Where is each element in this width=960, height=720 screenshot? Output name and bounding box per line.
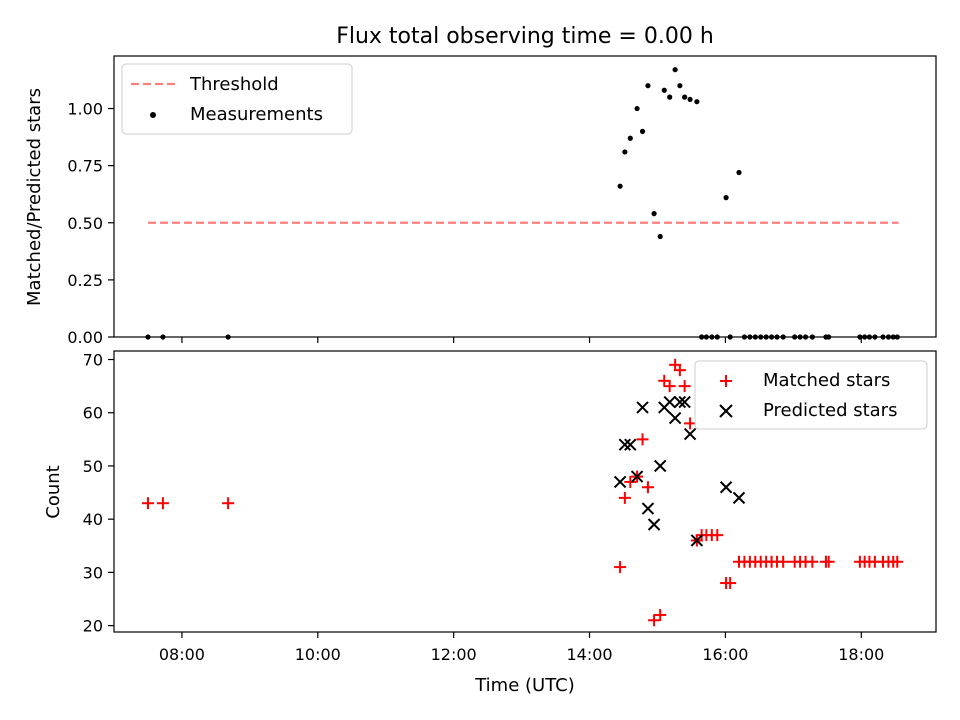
- top-y-tick-label: 0.75: [67, 157, 103, 176]
- measurement-point: [736, 169, 742, 176]
- predicted-stars-point: [624, 438, 637, 451]
- measurement-point: [694, 99, 700, 105]
- bottom-axes-frame: [113, 350, 937, 633]
- bottom-panel-marks: [141, 358, 904, 627]
- predicted-stars-point: [663, 395, 676, 409]
- measurement-point: [627, 135, 633, 141]
- predicted-stars-point: [618, 438, 632, 451]
- x-axis-label: Time (UTC): [474, 675, 575, 696]
- matched-stars-point: [654, 608, 667, 621]
- bottom-y-axis-label: Count: [43, 465, 64, 518]
- top-y-ticks: 0.00 0.25 0.50 0.75 1.00: [67, 100, 114, 347]
- measurement-point: [677, 83, 683, 89]
- top-x-ticks: [181, 337, 862, 343]
- predicted-stars-point: [636, 401, 649, 414]
- measurement-point: [661, 87, 667, 93]
- top-y-tick-label: 1.00: [67, 100, 103, 119]
- bottom-legend-frame: [694, 360, 928, 430]
- threshold-legend-label: Threshold: [189, 74, 279, 95]
- matched-stars-point: [618, 491, 631, 504]
- matched-stars-point: [141, 497, 154, 510]
- top-axes-frame: [113, 55, 937, 338]
- predicted-stars-point: [647, 518, 661, 531]
- predicted-stars-point: [678, 395, 691, 409]
- x-tick-label: 16:00: [702, 645, 748, 664]
- chart-title: Flux total observing time = 0.00 h: [336, 24, 714, 49]
- matched-stars-point: [678, 380, 691, 393]
- matched-stars-point: [891, 555, 904, 568]
- measurement-point: [667, 94, 673, 100]
- bottom-y-tick-label: 60: [83, 404, 103, 423]
- predicted-stars-point: [641, 502, 655, 515]
- predicted-stars-point: [690, 534, 704, 547]
- bottom-y-tick-label: 30: [83, 563, 103, 582]
- top-legend-frame: [121, 63, 353, 135]
- measurement-point: [672, 67, 678, 73]
- top-y-tick-label: 0.25: [67, 271, 103, 290]
- matched-stars-point: [777, 555, 790, 568]
- matched-legend-swatch: [720, 375, 732, 387]
- bottom-legend: Matched stars Predicted stars: [694, 360, 928, 430]
- matched-stars-point: [673, 364, 686, 377]
- measurement-point: [657, 233, 663, 240]
- measurement-point: [687, 96, 693, 103]
- measurement-point: [639, 128, 646, 134]
- matched-stars-point: [222, 497, 235, 510]
- predicted-stars-point: [673, 395, 687, 409]
- measurement-point: [723, 195, 729, 201]
- top-y-tick-label: 0.50: [67, 214, 103, 233]
- x-tick-label: 10:00: [295, 645, 341, 664]
- matched-stars-point: [641, 481, 654, 494]
- matched-stars-point: [648, 614, 661, 627]
- bottom-x-ticks: 08:00 10:00 12:00 14:00 16:00 18:00: [159, 632, 884, 664]
- predicted-stars-point: [653, 459, 667, 473]
- top-legend: Threshold Measurements: [121, 63, 353, 135]
- matched-stars-point: [663, 380, 676, 393]
- matched-stars-point: [806, 555, 819, 568]
- matched-stars-point: [624, 475, 637, 488]
- matched-stars-point: [684, 417, 697, 430]
- bottom-y-tick-label: 20: [83, 617, 103, 636]
- x-tick-label: 08:00: [159, 645, 205, 664]
- top-panel-marks: [145, 67, 900, 340]
- measurement-point: [617, 183, 623, 189]
- predicted-legend-label: Predicted stars: [763, 400, 897, 421]
- predicted-stars-point: [668, 411, 682, 425]
- measurement-point: [645, 83, 651, 89]
- x-tick-label: 12:00: [431, 645, 477, 664]
- bottom-y-tick-label: 70: [83, 351, 103, 370]
- bottom-panel: 20 30 40 50 60 70 08:00 10:00 12:00 14:00 16:00 18…: [43, 350, 937, 696]
- x-tick-label: 18:00: [838, 645, 884, 664]
- matched-stars-point: [156, 497, 169, 510]
- top-panel: 0.00 0.25 0.50 0.75 1.00 Matched/Predicted s…: [24, 55, 937, 347]
- predicted-stars-point: [613, 475, 627, 489]
- predicted-stars-point: [719, 481, 733, 494]
- matched-stars-point: [724, 577, 737, 590]
- matched-legend-label: Matched stars: [763, 370, 890, 391]
- predicted-stars-point: [683, 427, 697, 441]
- measurement-point: [651, 211, 657, 217]
- matched-stars-point: [636, 433, 649, 446]
- matched-stars-point: [822, 555, 835, 568]
- bottom-y-tick-label: 50: [83, 457, 103, 476]
- predicted-stars-point: [732, 491, 746, 505]
- matched-stars-point: [711, 529, 724, 542]
- measurement-point: [622, 149, 628, 155]
- top-y-tick-label: 0.00: [67, 328, 103, 347]
- x-tick-label: 14:00: [566, 645, 612, 664]
- bottom-y-ticks: 20 30 40 50 60 70: [83, 351, 114, 636]
- matched-stars-point: [658, 374, 671, 387]
- predicted-stars-point: [630, 470, 644, 483]
- measurement-point: [634, 105, 640, 112]
- measurements-legend-label: Measurements: [190, 104, 323, 125]
- measurements-legend-swatch: [150, 112, 156, 118]
- measurement-point: [682, 94, 688, 100]
- matched-stars-point: [614, 561, 627, 574]
- bottom-y-tick-label: 40: [83, 510, 103, 529]
- predicted-legend-swatch: [719, 404, 733, 418]
- top-y-axis-label: Matched/Predicted stars: [24, 88, 45, 306]
